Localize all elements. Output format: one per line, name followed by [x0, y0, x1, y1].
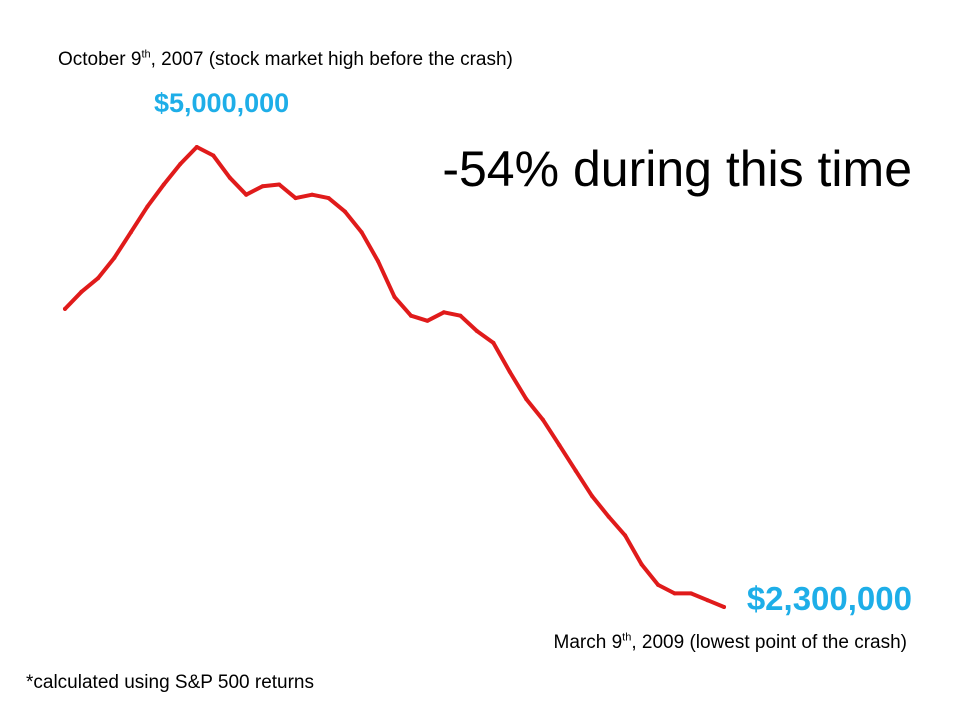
data-point	[63, 306, 67, 311]
data-point	[524, 397, 529, 402]
start-date-annotation: October 9th, 2007 (stock market high bef…	[58, 48, 513, 70]
data-point	[326, 196, 331, 201]
data-point	[656, 582, 661, 587]
end-date-annotation: March 9th, 2009 (lowest point of the cra…	[553, 631, 907, 653]
data-point	[639, 562, 644, 567]
data-point	[343, 209, 348, 214]
data-point	[705, 598, 710, 603]
data-point	[606, 514, 611, 519]
data-point	[540, 417, 545, 422]
footnote: *calculated using S&P 500 returns	[26, 672, 314, 693]
data-point	[145, 204, 150, 209]
data-point	[425, 318, 430, 323]
end-value-label: $2,300,000	[746, 580, 912, 617]
data-point	[458, 313, 463, 318]
data-point	[178, 162, 183, 166]
data-point	[557, 443, 562, 448]
data-point	[293, 196, 298, 201]
data-point	[359, 230, 364, 235]
data-point	[491, 340, 496, 345]
data-point	[573, 468, 578, 473]
data-point	[672, 591, 677, 596]
data-point	[260, 184, 265, 189]
start-value-label: $5,000,000	[154, 88, 290, 118]
series-line	[63, 145, 726, 609]
data-point	[79, 289, 84, 294]
data-point	[392, 294, 397, 299]
data-point	[590, 494, 595, 499]
data-point	[310, 192, 315, 197]
data-point	[623, 533, 628, 538]
headline-percent-change: -54% during this time	[442, 141, 912, 197]
data-point	[211, 153, 216, 158]
data-point	[441, 310, 446, 315]
data-point	[96, 276, 100, 281]
data-point	[244, 192, 249, 197]
data-point	[689, 591, 693, 596]
data-point	[227, 175, 232, 180]
data-point	[474, 329, 479, 333]
data-point	[507, 369, 512, 374]
data-point	[409, 313, 413, 318]
data-point	[128, 230, 133, 235]
data-point	[376, 259, 380, 264]
data-point	[161, 182, 166, 187]
data-point	[722, 605, 726, 609]
data-point	[112, 255, 117, 260]
data-point	[277, 182, 282, 187]
data-point	[194, 145, 199, 149]
